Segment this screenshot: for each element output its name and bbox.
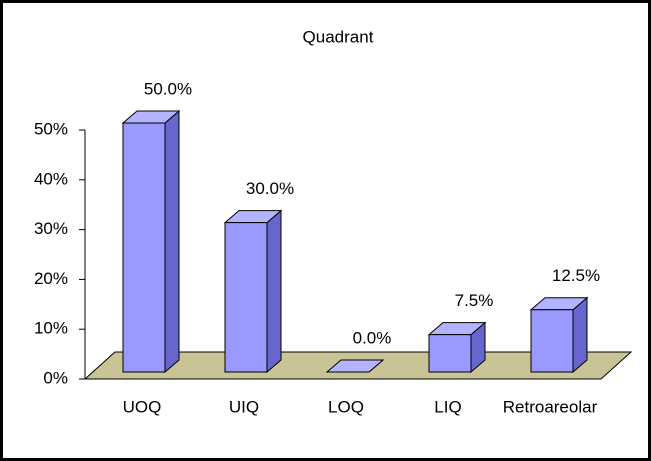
x-tick-label: Retroareolar xyxy=(503,397,598,416)
y-tick-label: 0% xyxy=(43,368,68,387)
y-tick-label: 10% xyxy=(34,319,68,338)
y-tick-label: 50% xyxy=(34,119,68,138)
bar xyxy=(428,334,472,373)
y-tick-label: 40% xyxy=(34,169,68,188)
x-tick-label: LIQ xyxy=(434,397,461,416)
chart-title: Quadrant xyxy=(303,27,374,46)
bar xyxy=(224,222,268,373)
data-label: 50.0% xyxy=(144,79,192,98)
bar xyxy=(530,309,574,373)
data-label: 0.0% xyxy=(353,328,392,347)
x-tick-label: LOQ xyxy=(328,397,364,416)
bar-side xyxy=(572,296,588,374)
bar-top xyxy=(325,359,385,373)
bar-side xyxy=(266,209,282,374)
y-tick-label: 20% xyxy=(34,269,68,288)
data-label: 30.0% xyxy=(246,179,294,198)
y-tick-label: 30% xyxy=(34,219,68,238)
x-tick-label: UIQ xyxy=(229,397,259,416)
bar-side xyxy=(164,109,180,374)
x-tick-label: UOQ xyxy=(123,397,162,416)
data-label: 7.5% xyxy=(455,291,494,310)
data-label: 12.5% xyxy=(552,266,600,285)
bar xyxy=(122,122,166,373)
